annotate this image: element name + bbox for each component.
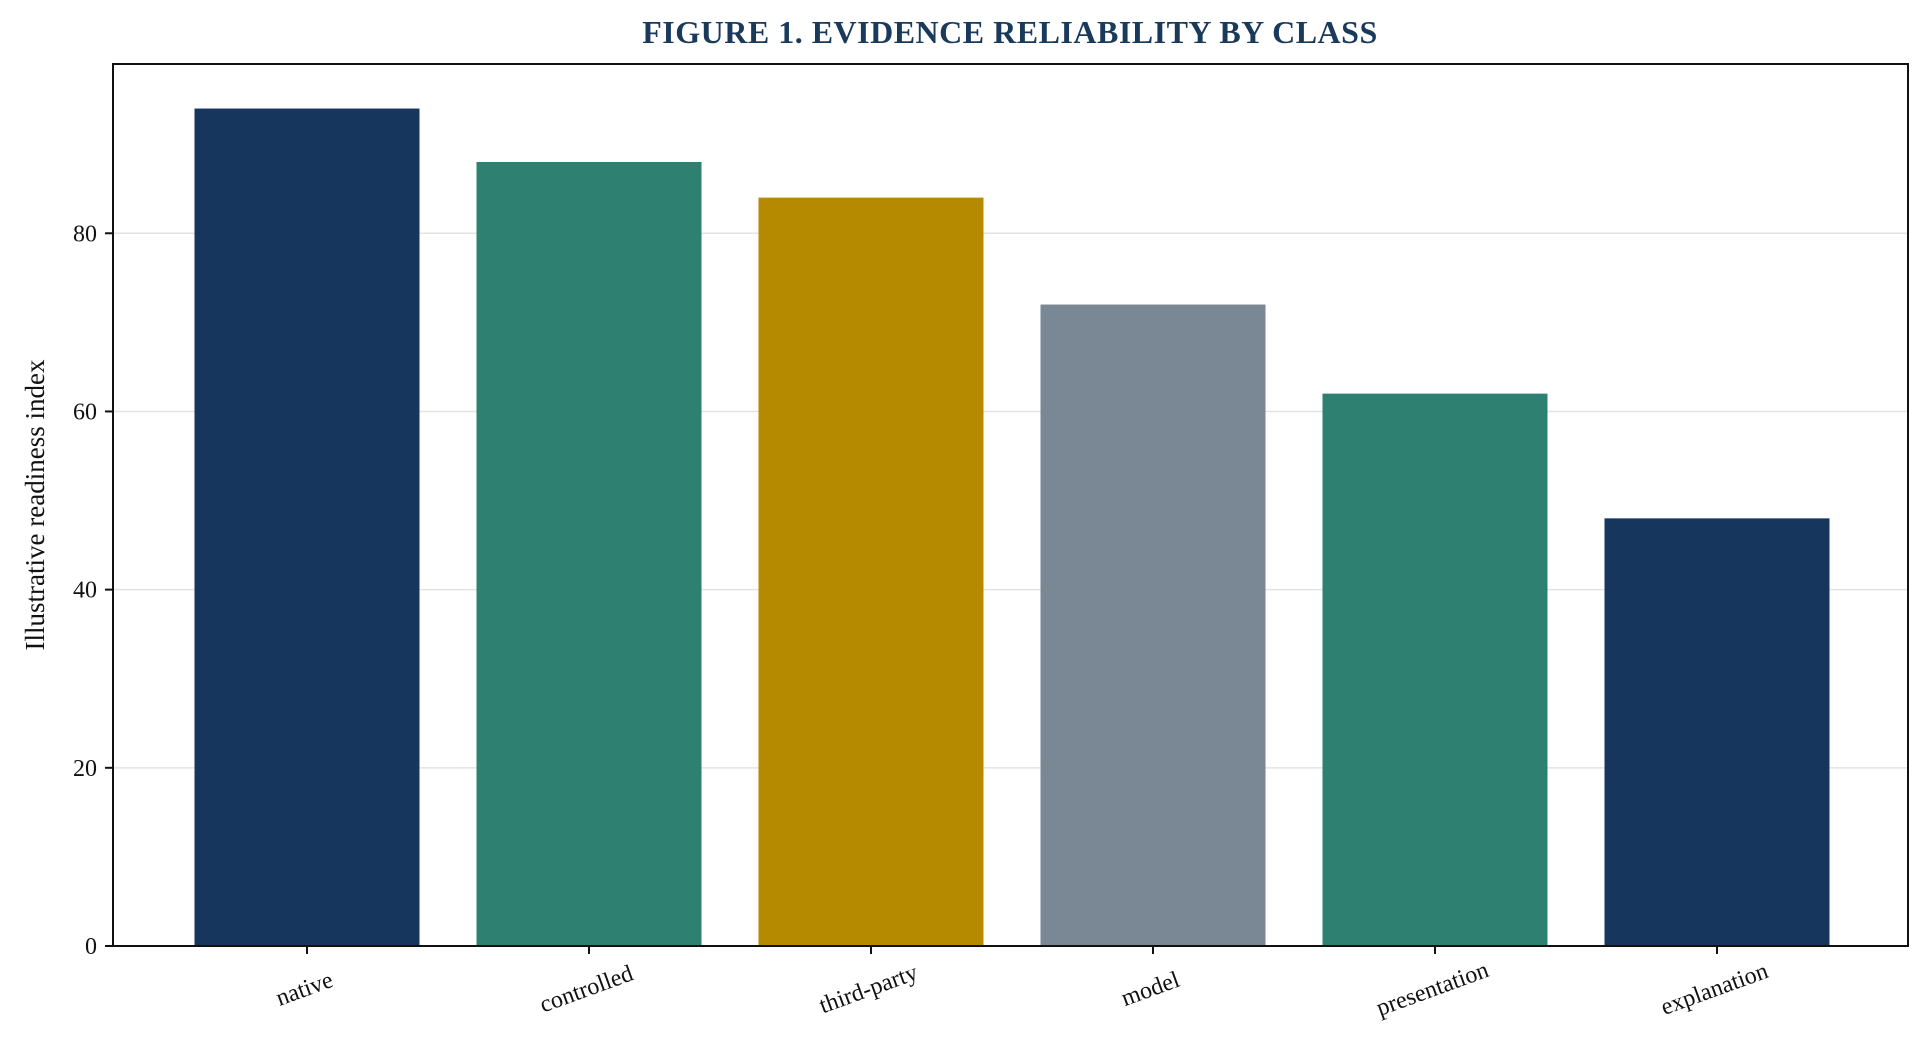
- bar-presentation: [1322, 393, 1548, 946]
- bar-explanation: [1604, 518, 1830, 946]
- plot-frame: [112, 63, 1909, 947]
- bar-controlled: [476, 162, 702, 946]
- x-tick-label: controlled: [536, 961, 636, 1019]
- bar-third-party: [758, 197, 984, 947]
- x-axis: native controlled third-party model presenta…: [273, 946, 1772, 1022]
- bar-native: [194, 108, 420, 946]
- y-tick-label: 80: [73, 221, 97, 247]
- y-axis-label: Illustrative readiness index: [20, 359, 50, 650]
- x-tick-label: presentation: [1373, 957, 1492, 1022]
- x-tick-label: third-party: [816, 960, 921, 1020]
- y-tick-label: 20: [73, 756, 97, 782]
- x-tick-label: model: [1118, 967, 1184, 1012]
- y-tick-label: 40: [73, 578, 97, 604]
- bars: [194, 108, 1830, 947]
- x-tick-label: explanation: [1658, 958, 1772, 1021]
- bar-model: [1040, 304, 1266, 947]
- x-tick-label: native: [273, 967, 337, 1011]
- chart-title: FIGURE 1. EVIDENCE RELIABILITY BY CLASS: [642, 14, 1378, 50]
- y-axis: 0 20 40 60 80: [73, 221, 113, 960]
- y-tick-label: 0: [85, 934, 97, 960]
- y-tick-label: 60: [73, 399, 97, 425]
